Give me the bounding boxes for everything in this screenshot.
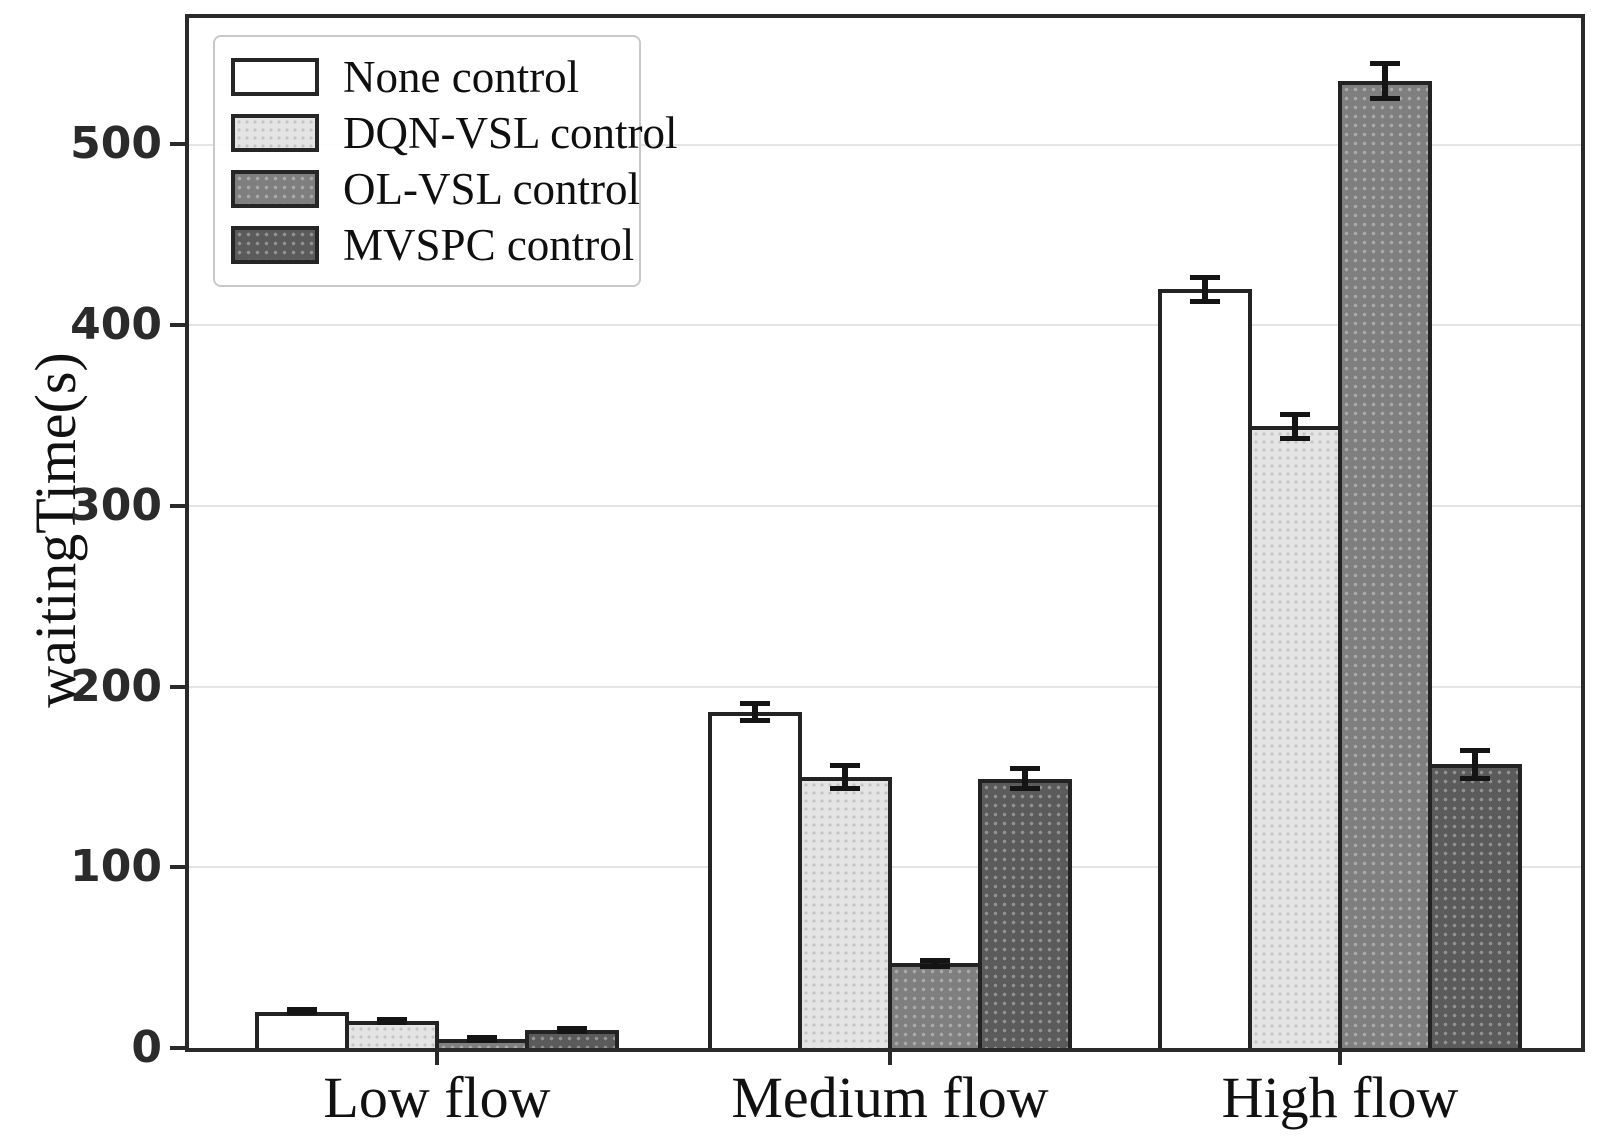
y-tick (170, 684, 185, 689)
legend-label: None control (343, 52, 580, 102)
x-category-label: High flow (1221, 1065, 1459, 1130)
error-bar-line (1292, 411, 1298, 441)
x-tick (1338, 1048, 1342, 1065)
error-bar-cap (1460, 748, 1490, 754)
gridline (189, 685, 1581, 688)
bar (708, 711, 802, 1048)
error-bar-cap (287, 1010, 317, 1016)
error-bar-cap (1370, 61, 1400, 67)
y-tick (170, 1046, 185, 1050)
error-bar (557, 1025, 587, 1034)
error-bar-line (752, 701, 758, 723)
legend-swatch-mvspc-control (231, 226, 319, 264)
plot-area: None control DQN-VSL control OL-VSL cont… (185, 14, 1585, 1052)
error-bar (1190, 274, 1220, 304)
bar (1338, 81, 1432, 1048)
legend-item: MVSPC control (231, 217, 639, 273)
y-tick (170, 323, 185, 328)
y-tick-label: 400 (70, 299, 162, 351)
legend-swatch-dqn-vsl-control (231, 114, 319, 152)
error-bar-cap (377, 1016, 407, 1022)
error-bar-cap (1280, 411, 1310, 417)
legend-swatch-ol-vsl-control (231, 170, 319, 208)
y-tick-label: 100 (70, 841, 162, 893)
legend-swatch-none-control (231, 58, 319, 96)
legend-item: OL-VSL control (231, 161, 641, 217)
error-bar-cap (920, 957, 950, 963)
error-bar (830, 762, 860, 792)
error-bar-cap (830, 762, 860, 768)
bar (1248, 426, 1342, 1048)
error-bar-cap (377, 1019, 407, 1025)
y-tick (170, 865, 185, 870)
error-bar (467, 1034, 497, 1043)
bar (888, 963, 982, 1048)
gridline (189, 504, 1581, 507)
error-bar-line (932, 957, 938, 969)
gridline (189, 324, 1581, 327)
y-tick-label: 200 (70, 660, 162, 712)
y-tick (170, 503, 185, 508)
error-bar-cap (830, 786, 860, 792)
error-bar-line (1202, 274, 1208, 304)
legend: None control DQN-VSL control OL-VSL cont… (213, 35, 678, 287)
error-bar-line (1472, 748, 1478, 781)
error-bar-cap (1190, 298, 1220, 304)
x-category-label: Low flow (323, 1065, 551, 1130)
bar (255, 1011, 349, 1048)
legend-item: None control (231, 49, 639, 105)
error-bar-cap (557, 1025, 587, 1031)
error-bar-cap (920, 963, 950, 969)
error-bar-cap (1370, 96, 1400, 102)
error-bar-cap (1010, 766, 1040, 772)
legend-label: MVSPC control (343, 220, 635, 270)
x-tick (435, 1048, 439, 1065)
error-bar-cap (287, 1007, 317, 1013)
bar (1158, 289, 1252, 1048)
error-bar-cap (1010, 786, 1040, 792)
error-bar (920, 957, 950, 969)
x-tick (888, 1048, 892, 1065)
gridline (189, 143, 1581, 146)
error-bar-cap (740, 717, 770, 723)
error-bar (740, 701, 770, 723)
error-bar-cap (740, 701, 770, 707)
error-bar (377, 1016, 407, 1025)
error-bar (287, 1007, 317, 1016)
y-tick-label: 0 (131, 1022, 162, 1073)
bar (798, 776, 892, 1048)
bar (345, 1020, 439, 1048)
error-bar-line (1382, 61, 1388, 102)
error-bar-cap (1280, 435, 1310, 441)
error-bar-line (1022, 766, 1028, 792)
error-bar (1460, 748, 1490, 781)
bar (1428, 764, 1522, 1048)
x-category-label: Medium flow (731, 1065, 1049, 1130)
error-bar-line (842, 762, 848, 792)
legend-label: OL-VSL control (343, 164, 641, 214)
y-tick-label: 300 (70, 479, 162, 531)
error-bar (1010, 766, 1040, 792)
y-tick-label: 500 (70, 118, 162, 170)
error-bar-cap (1460, 775, 1490, 781)
error-bar-cap (467, 1034, 497, 1040)
bar (978, 778, 1072, 1048)
error-bar-cap (1190, 274, 1220, 280)
legend-label: DQN-VSL control (343, 108, 678, 158)
legend-item: DQN-VSL control (231, 105, 678, 161)
error-bar-cap (467, 1037, 497, 1043)
error-bar (1370, 61, 1400, 102)
error-bar (1280, 411, 1310, 441)
error-bar-cap (557, 1028, 587, 1034)
y-tick (170, 142, 185, 147)
